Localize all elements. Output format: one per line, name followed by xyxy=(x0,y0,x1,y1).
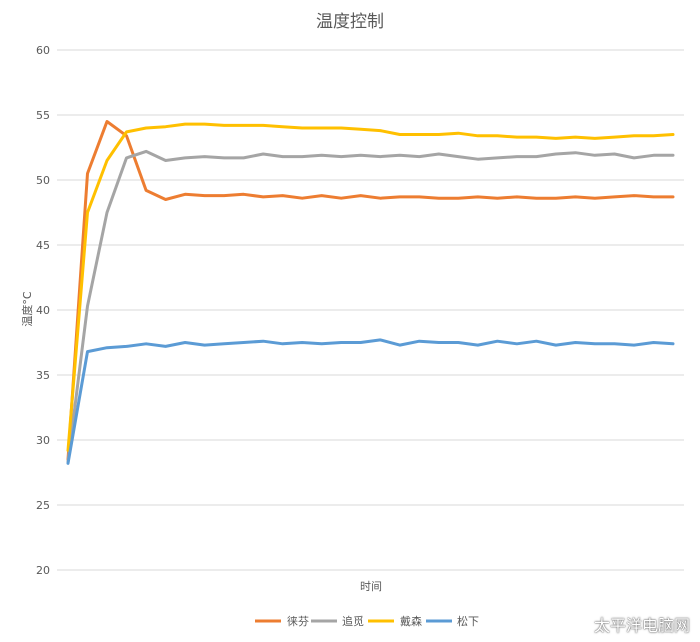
legend-label: 戴森 xyxy=(400,614,422,628)
y-tick-label: 30 xyxy=(36,434,50,447)
watermark: 太平洋电脑网 xyxy=(593,616,690,635)
series-line-0 xyxy=(66,120,675,461)
series-line-2 xyxy=(66,122,675,452)
series-line-3 xyxy=(66,338,675,465)
gridlines xyxy=(57,49,684,571)
y-tick-label: 40 xyxy=(36,304,50,317)
legend-item-2: 戴森 xyxy=(368,614,422,628)
legend-item-3: 松下 xyxy=(426,614,479,628)
y-tick-label: 55 xyxy=(36,109,50,122)
legend-label: 松下 xyxy=(457,614,479,628)
series-lines xyxy=(66,120,675,465)
x-axis-title: 时间 xyxy=(360,580,382,593)
legend-item-0: 徕芬 xyxy=(255,614,309,628)
y-tick-label: 50 xyxy=(36,174,50,187)
y-axis-title: 温度°C xyxy=(20,291,34,326)
y-tick-label: 25 xyxy=(36,499,50,512)
series-line-1 xyxy=(66,149,675,464)
legend: 徕芬 追觅 戴森 松下 xyxy=(255,614,479,628)
y-tick-label: 45 xyxy=(36,239,50,252)
y-tick-label: 20 xyxy=(36,564,50,577)
legend-item-1: 追觅 xyxy=(311,614,364,628)
y-tick-label: 35 xyxy=(36,369,50,382)
y-axis-ticks: 20 25 30 35 40 45 50 55 60 xyxy=(36,44,50,577)
legend-label: 追觅 xyxy=(342,614,364,628)
y-tick-label: 60 xyxy=(36,44,50,57)
chart-title: 温度控制 xyxy=(316,12,384,32)
legend-label: 徕芬 xyxy=(287,614,309,628)
